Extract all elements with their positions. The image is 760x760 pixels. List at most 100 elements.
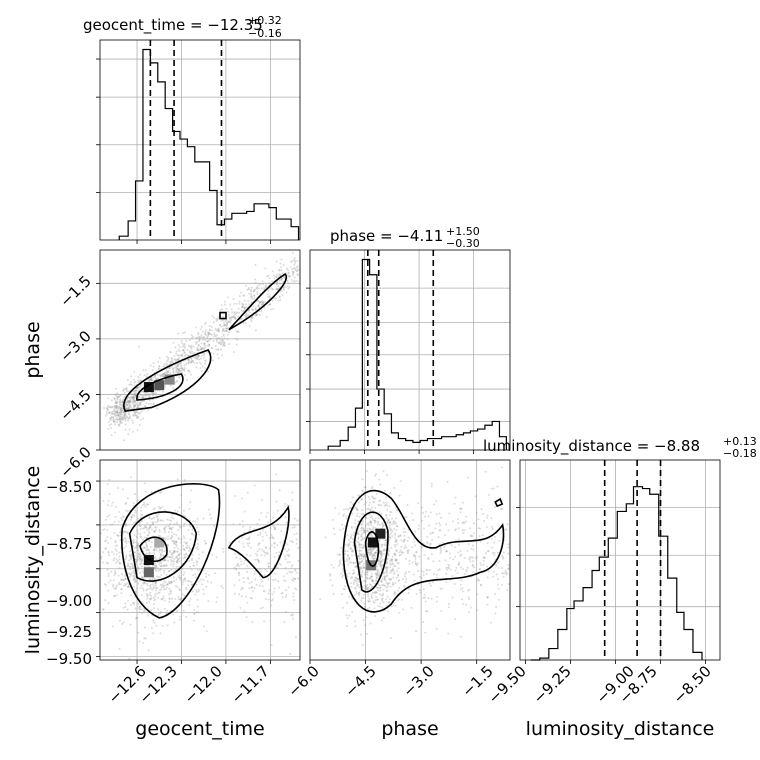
phase-vs-luminosity-distance-sample-point — [381, 584, 384, 587]
phase-vs-luminosity-distance-sample-point — [461, 507, 464, 510]
geocent-time-vs-phase-sample-point — [221, 344, 224, 347]
phase-vs-luminosity-distance-sample-point — [360, 557, 363, 560]
geocent-time-vs-luminosity-distance-sample-point — [173, 542, 176, 545]
geocent-time-vs-luminosity-distance-sample-point — [154, 581, 157, 584]
title-geocent-time: geocent_time = −12.35 — [83, 16, 263, 35]
geocent-time-vs-luminosity-distance-sample-point — [141, 558, 144, 561]
geocent-time-vs-luminosity-distance-sample-point — [141, 538, 144, 541]
phase-vs-luminosity-distance-sample-point — [372, 509, 375, 512]
geocent-time-vs-phase-sample-point — [259, 282, 262, 285]
phase-vs-luminosity-distance-sample-point — [421, 519, 424, 522]
geocent-time-vs-phase-sample-point — [199, 348, 202, 351]
geocent-time-vs-luminosity-distance-sample-point — [257, 559, 260, 562]
geocent-time-vs-phase-sample-point — [137, 381, 140, 384]
phase-vs-luminosity-distance-sample-point — [354, 625, 357, 628]
geocent-time-vs-luminosity-distance-sample-point — [136, 555, 139, 558]
geocent-time-vs-luminosity-distance-sample-point — [128, 657, 131, 660]
tick-label: −9.25 — [46, 623, 92, 641]
phase-vs-luminosity-distance-sample-point — [467, 596, 470, 599]
phase-vs-luminosity-distance-sample-point — [382, 601, 385, 604]
phase-vs-luminosity-distance-sample-point — [365, 616, 368, 619]
geocent-time-vs-luminosity-distance-sample-point — [258, 584, 261, 587]
geocent-time-vs-luminosity-distance-sample-point — [256, 522, 259, 525]
phase-vs-luminosity-distance-sample-point — [377, 563, 380, 566]
geocent-time-vs-luminosity-distance-sample-point — [191, 583, 194, 586]
geocent-time-vs-luminosity-distance-sample-point — [124, 503, 127, 506]
geocent-time-vs-luminosity-distance-sample-point — [114, 544, 117, 547]
phase-vs-luminosity-distance-sample-point — [388, 550, 391, 553]
phase-vs-luminosity-distance-sample-point — [347, 544, 350, 547]
geocent-time-vs-phase-sample-point — [225, 327, 228, 330]
geocent-time-vs-luminosity-distance-sample-point — [158, 576, 161, 579]
phase-vs-luminosity-distance-contour — [364, 531, 380, 567]
phase-vs-luminosity-distance-sample-point — [375, 492, 378, 495]
geocent-time-vs-phase-sample-point — [259, 301, 262, 304]
phase-vs-luminosity-distance-sample-point — [389, 491, 392, 494]
geocent-time-vs-luminosity-distance-sample-point — [278, 586, 281, 589]
geocent-time-vs-luminosity-distance-sample-point — [147, 548, 150, 551]
geocent-time-vs-phase-sample-point — [156, 373, 159, 376]
geocent-time-vs-luminosity-distance-sample-point — [146, 597, 149, 600]
geocent-time-vs-luminosity-distance-sample-point — [170, 556, 173, 559]
geocent-time-vs-luminosity-distance-sample-point — [137, 567, 140, 570]
phase-vs-luminosity-distance-sample-point — [430, 553, 433, 556]
geocent-time-vs-luminosity-distance-sample-point — [157, 612, 160, 615]
phase-vs-luminosity-distance-sample-point — [483, 556, 486, 559]
geocent-time-vs-phase-sample-point — [215, 348, 218, 351]
geocent-time-vs-phase-sample-point — [203, 362, 206, 365]
phase-vs-luminosity-distance-sample-point — [404, 575, 407, 578]
geocent-time-vs-phase-sample-point — [131, 422, 134, 425]
geocent-time-vs-phase-sample-point — [124, 419, 127, 422]
geocent-time-vs-luminosity-distance-sample-point — [130, 516, 133, 519]
phase-vs-luminosity-distance-sample-point — [358, 594, 361, 597]
phase-vs-luminosity-distance-sample-point — [481, 534, 484, 537]
geocent-time-vs-phase-sample-point — [295, 269, 298, 272]
phase-vs-luminosity-distance-sample-point — [356, 531, 359, 534]
geocent-time-vs-luminosity-distance-sample-point — [297, 577, 300, 580]
geocent-time-vs-luminosity-distance-sample-point — [188, 600, 191, 603]
geocent-time-vs-luminosity-distance-sample-point — [109, 537, 112, 540]
phase-vs-luminosity-distance-sample-point — [505, 573, 508, 576]
geocent-time-vs-phase-density-cell — [154, 380, 165, 391]
geocent-time-vs-luminosity-distance-sample-point — [125, 509, 128, 512]
geocent-time-vs-luminosity-distance-sample-point — [202, 592, 205, 595]
phase-vs-luminosity-distance-sample-point — [381, 558, 384, 561]
geocent-time-vs-luminosity-distance-sample-point — [263, 620, 266, 623]
geocent-time-vs-phase-sample-point — [200, 362, 203, 365]
geocent-time-vs-luminosity-distance-sample-point — [114, 540, 117, 543]
geocent-time-vs-luminosity-distance-sample-point — [137, 517, 140, 520]
geocent-time-vs-phase-sample-point — [155, 393, 158, 396]
geocent-time-vs-phase-sample-point — [293, 257, 296, 260]
phase-vs-luminosity-distance-sample-point — [378, 538, 381, 541]
phase-vs-luminosity-distance-sample-point — [373, 557, 376, 560]
phase-vs-luminosity-distance-sample-point — [385, 568, 388, 571]
geocent-time-vs-luminosity-distance-sample-point — [153, 621, 156, 624]
geocent-time-vs-phase-sample-point — [217, 337, 220, 340]
geocent-time-vs-luminosity-distance-sample-point — [132, 566, 135, 569]
geocent-time-vs-luminosity-distance-sample-point — [134, 546, 137, 549]
geocent-time-vs-phase-sample-point — [197, 331, 200, 334]
geocent-time-vs-phase-sample-point — [182, 332, 185, 335]
geocent-time-vs-phase-sample-point — [125, 402, 128, 405]
geocent-time-vs-luminosity-distance-sample-point — [118, 581, 121, 584]
geocent-time-vs-phase-sample-point — [258, 284, 261, 287]
geocent-time-vs-luminosity-distance-sample-point — [222, 550, 225, 553]
geocent-time-vs-phase-sample-point — [134, 411, 137, 414]
phase-vs-luminosity-distance-sample-point — [380, 556, 383, 559]
phase-vs-luminosity-distance-sample-point — [410, 606, 413, 609]
phase-vs-luminosity-distance-sample-point — [369, 533, 372, 536]
phase-vs-luminosity-distance-sample-point — [338, 553, 341, 556]
geocent-time-vs-phase-sample-point — [115, 405, 118, 408]
geocent-time-vs-phase-sample-point — [294, 261, 297, 264]
geocent-time-vs-luminosity-distance-sample-point — [143, 531, 146, 534]
geocent-time-vs-luminosity-distance-sample-point — [101, 608, 104, 611]
geocent-time-vs-phase-sample-point — [108, 406, 111, 409]
geocent-time-vs-luminosity-distance-sample-point — [294, 569, 297, 572]
geocent-time-vs-luminosity-distance-sample-point — [245, 616, 248, 619]
phase-vs-luminosity-distance-sample-point — [403, 539, 406, 542]
geocent-time-vs-phase-sample-point — [277, 299, 280, 302]
geocent-time-vs-phase-sample-point — [131, 403, 134, 406]
phase-vs-luminosity-distance-sample-point — [445, 549, 448, 552]
geocent-time-vs-phase-sample-point — [241, 302, 244, 305]
phase-vs-luminosity-distance-sample-point — [397, 535, 400, 538]
